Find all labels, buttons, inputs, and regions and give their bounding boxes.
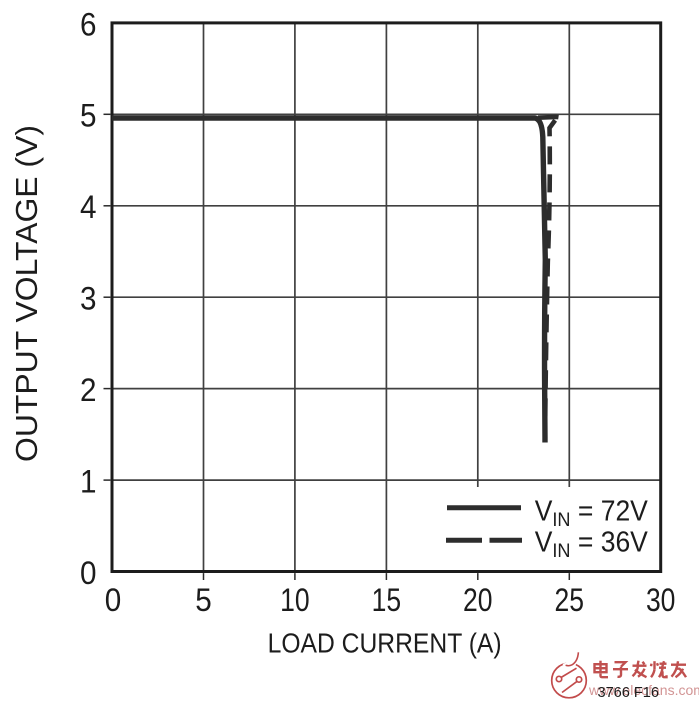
svg-text:1: 1	[80, 464, 97, 500]
svg-text:0: 0	[105, 582, 122, 618]
svg-text:15: 15	[372, 582, 402, 618]
svg-text:VIN = 72V: VIN = 72V	[535, 495, 649, 531]
svg-text:20: 20	[463, 582, 493, 618]
svg-text:5: 5	[80, 98, 97, 134]
svg-text:3: 3	[80, 281, 97, 317]
svg-text:2: 2	[80, 372, 97, 408]
svg-text:30: 30	[646, 582, 676, 618]
svg-text:5: 5	[195, 582, 212, 618]
svg-text:www.elecfans.com: www.elecfans.com	[588, 682, 699, 698]
svg-text:10: 10	[280, 582, 310, 618]
svg-text:25: 25	[555, 582, 585, 618]
svg-text:VIN = 36V: VIN = 36V	[535, 526, 649, 562]
svg-text:4: 4	[80, 189, 97, 225]
svg-text:6: 6	[80, 6, 97, 42]
svg-text:LOAD CURRENT (A): LOAD CURRENT (A)	[268, 627, 502, 658]
svg-text:0: 0	[80, 555, 97, 591]
svg-text:OUTPUT VOLTAGE (V): OUTPUT VOLTAGE (V)	[11, 125, 44, 462]
svg-text:3766 F16: 3766 F16	[598, 685, 660, 701]
